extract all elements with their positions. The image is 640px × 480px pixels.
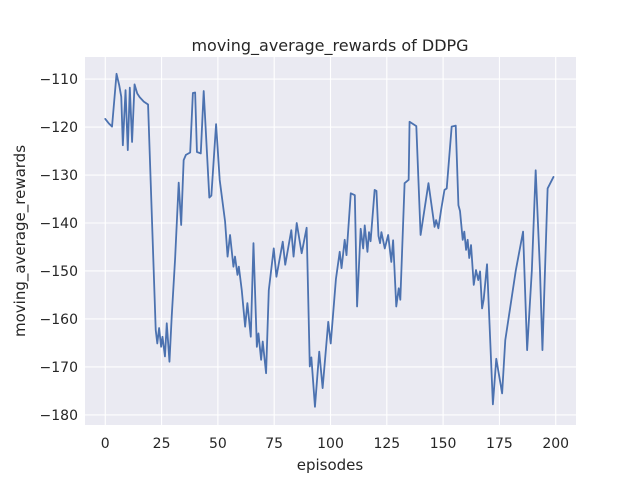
y-tick-label: −160	[40, 312, 78, 328]
y-tick-label: −170	[40, 360, 78, 376]
x-tick-label: 0	[101, 436, 110, 452]
chart-title: moving_average_rewards of DDPG	[191, 36, 468, 56]
x-tick-label: 150	[430, 436, 457, 452]
x-tick-label: 125	[373, 436, 400, 452]
reward-line	[104, 72, 555, 408]
x-tick-label: 175	[486, 436, 513, 452]
grid-lines	[85, 57, 576, 425]
y-tick-label: −180	[40, 408, 78, 424]
y-tick-label: −110	[40, 72, 78, 88]
x-tick-labels: 0 25 50 75 100 125 150 175 200	[101, 436, 569, 452]
x-tick-label: 50	[209, 436, 227, 452]
x-tick-label: 25	[153, 436, 171, 452]
y-axis-label: moving_average_rewards	[11, 145, 30, 337]
x-axis-label: episodes	[297, 456, 364, 474]
x-tick-label: 200	[542, 436, 569, 452]
y-tick-label: −120	[40, 120, 78, 136]
data-line-group	[104, 72, 555, 408]
y-tick-label: −130	[40, 168, 78, 184]
y-tick-label: −140	[40, 216, 78, 232]
y-tick-label: −150	[40, 264, 78, 280]
x-tick-label: 100	[317, 436, 344, 452]
y-tick-labels: −110 −120 −130 −140 −150 −160 −170 −180	[40, 72, 78, 424]
x-tick-label: 75	[265, 436, 283, 452]
